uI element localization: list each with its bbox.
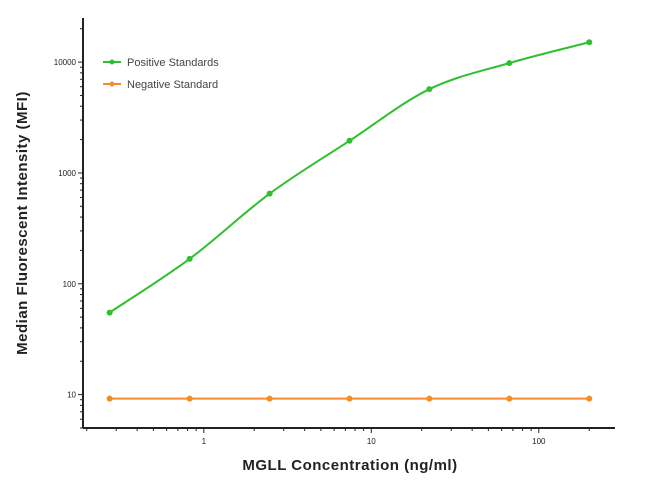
data-point-1 <box>426 395 433 402</box>
x-axis-label: MGLL Concentration (ng/ml) <box>242 457 457 474</box>
legend-marker <box>109 81 115 87</box>
x-tick-label: 1 <box>202 437 207 446</box>
axes: 1 10 100 10 100 1000 10000 <box>54 18 615 446</box>
y-axis-label: Median Fluorescent Intensity (MFI) <box>14 91 31 355</box>
data-point-0 <box>266 190 273 197</box>
data-point-0 <box>106 309 113 316</box>
data-point-1 <box>186 395 193 402</box>
data-point-0 <box>586 39 593 46</box>
x-tick-label: 10 <box>367 437 376 446</box>
legend-marker <box>109 59 115 65</box>
data-point-0 <box>186 255 193 262</box>
legend-label: Positive Standards <box>127 57 219 69</box>
data-point-1 <box>266 395 273 402</box>
y-tick-label: 10000 <box>54 58 77 67</box>
data-point-1 <box>106 395 113 402</box>
y-tick-label: 1000 <box>58 169 76 178</box>
series-layer <box>106 39 593 402</box>
legend-label: Negative Standard <box>127 79 218 91</box>
data-point-0 <box>506 60 513 67</box>
y-tick-label: 10 <box>67 391 76 400</box>
legend: Positive Standards Negative Standard <box>103 57 219 91</box>
x-tick-label: 100 <box>532 437 546 446</box>
data-point-0 <box>426 86 433 93</box>
data-point-1 <box>506 395 513 402</box>
data-point-0 <box>346 137 353 144</box>
data-point-1 <box>586 395 593 402</box>
data-point-1 <box>346 395 353 402</box>
y-tick-label: 100 <box>63 280 77 289</box>
